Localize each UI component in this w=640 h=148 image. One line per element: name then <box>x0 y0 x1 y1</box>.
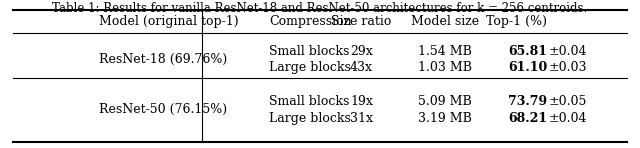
Text: Large blocks: Large blocks <box>269 61 351 74</box>
Text: 73.79: 73.79 <box>508 95 547 108</box>
Text: Large blocks: Large blocks <box>269 112 351 125</box>
Text: ±0.03: ±0.03 <box>549 61 588 74</box>
Text: ±0.05: ±0.05 <box>549 95 588 108</box>
Text: 43x: 43x <box>350 61 373 74</box>
Text: Table 1: Results for vanilla ResNet-18 and ResNet-50 architectures for k = 256 c: Table 1: Results for vanilla ResNet-18 a… <box>52 2 588 15</box>
Text: 1.03 MB: 1.03 MB <box>418 61 472 74</box>
Text: 65.81: 65.81 <box>508 45 547 58</box>
Text: 29x: 29x <box>350 45 373 58</box>
Text: ResNet-18 (69.76%): ResNet-18 (69.76%) <box>99 53 227 66</box>
Text: ±0.04: ±0.04 <box>549 112 588 125</box>
Text: 61.10: 61.10 <box>508 61 547 74</box>
Text: 3.19 MB: 3.19 MB <box>418 112 472 125</box>
Text: 19x: 19x <box>350 95 373 108</box>
Text: 5.09 MB: 5.09 MB <box>418 95 472 108</box>
Text: Model size: Model size <box>411 15 479 28</box>
Text: Model (original top-1): Model (original top-1) <box>99 15 239 28</box>
Text: 31x: 31x <box>350 112 373 125</box>
Text: Small blocks: Small blocks <box>269 95 349 108</box>
Text: Size ratio: Size ratio <box>332 15 392 28</box>
Text: 68.21: 68.21 <box>508 112 547 125</box>
Text: ±0.04: ±0.04 <box>549 45 588 58</box>
Text: ResNet-50 (76.15%): ResNet-50 (76.15%) <box>99 103 227 116</box>
Text: Top-1 (%): Top-1 (%) <box>486 15 547 28</box>
Text: Compression: Compression <box>269 15 351 28</box>
Text: Small blocks: Small blocks <box>269 45 349 58</box>
Text: 1.54 MB: 1.54 MB <box>418 45 472 58</box>
